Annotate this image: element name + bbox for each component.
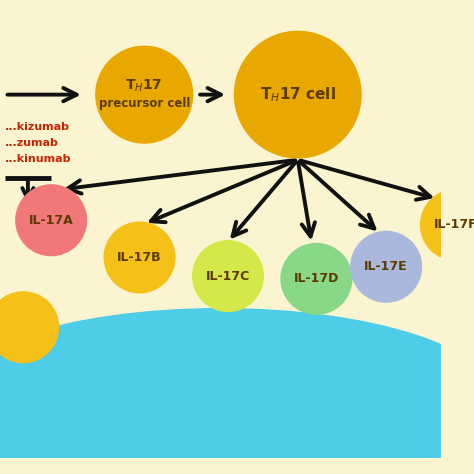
Text: ...kizumab: ...kizumab xyxy=(5,122,70,132)
Circle shape xyxy=(96,46,192,143)
Text: T$_H$17: T$_H$17 xyxy=(126,77,163,93)
Circle shape xyxy=(281,244,352,314)
Text: ...kinumab: ...kinumab xyxy=(5,154,71,164)
Ellipse shape xyxy=(0,309,474,474)
Circle shape xyxy=(351,231,421,302)
Circle shape xyxy=(16,185,87,255)
Text: IL-17A: IL-17A xyxy=(29,214,73,227)
Text: T$_H$17 cell: T$_H$17 cell xyxy=(260,85,336,104)
Text: IL-17D: IL-17D xyxy=(294,273,339,285)
Text: ...zumab: ...zumab xyxy=(5,138,58,148)
Text: precursor cell: precursor cell xyxy=(99,98,190,110)
Text: IL-17B: IL-17B xyxy=(117,251,162,264)
Circle shape xyxy=(0,292,59,363)
Text: IL-17F: IL-17F xyxy=(434,219,474,231)
Circle shape xyxy=(420,190,474,260)
Circle shape xyxy=(192,241,264,311)
Text: IL-17E: IL-17E xyxy=(365,260,408,273)
Text: IL-17C: IL-17C xyxy=(206,270,250,283)
Circle shape xyxy=(235,31,361,158)
Circle shape xyxy=(104,222,175,293)
